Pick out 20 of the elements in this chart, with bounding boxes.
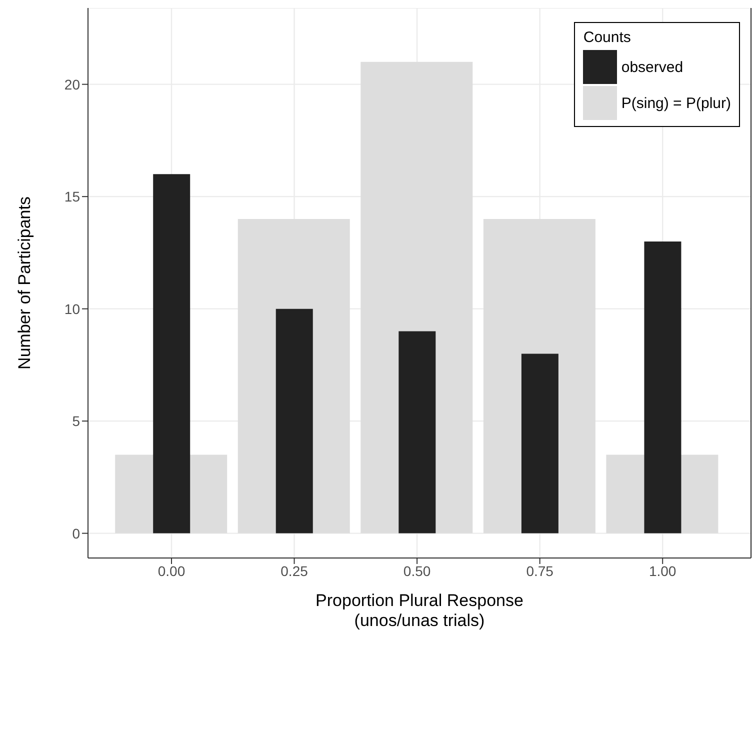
x-tick-label: 0.50 — [403, 562, 431, 579]
bar — [644, 241, 682, 534]
bar — [521, 354, 558, 534]
x-tick-label: 0.25 — [280, 562, 308, 579]
x-tick-label: 0.75 — [526, 562, 554, 579]
bar — [398, 331, 436, 534]
y-tick-label: 20 — [64, 76, 80, 92]
x-tick-label: 1.00 — [648, 562, 676, 579]
bar — [276, 308, 313, 534]
y-tick-label: 15 — [64, 188, 80, 205]
x-tick-label: 0.00 — [158, 562, 186, 579]
legend-label: observed — [621, 58, 684, 76]
y-axis-title: Number of Participants — [15, 196, 34, 370]
bar — [153, 174, 190, 534]
y-tick-label: 0 — [72, 525, 80, 542]
legend-title: Counts — [583, 29, 632, 46]
y-tick-label: 5 — [72, 413, 80, 430]
x-axis-title: Proportion Plural Response (unos/unas trials) — [316, 591, 524, 630]
y-tick-label: 10 — [64, 300, 80, 317]
legend-label: P(sing) = P(plur) — [621, 94, 731, 112]
